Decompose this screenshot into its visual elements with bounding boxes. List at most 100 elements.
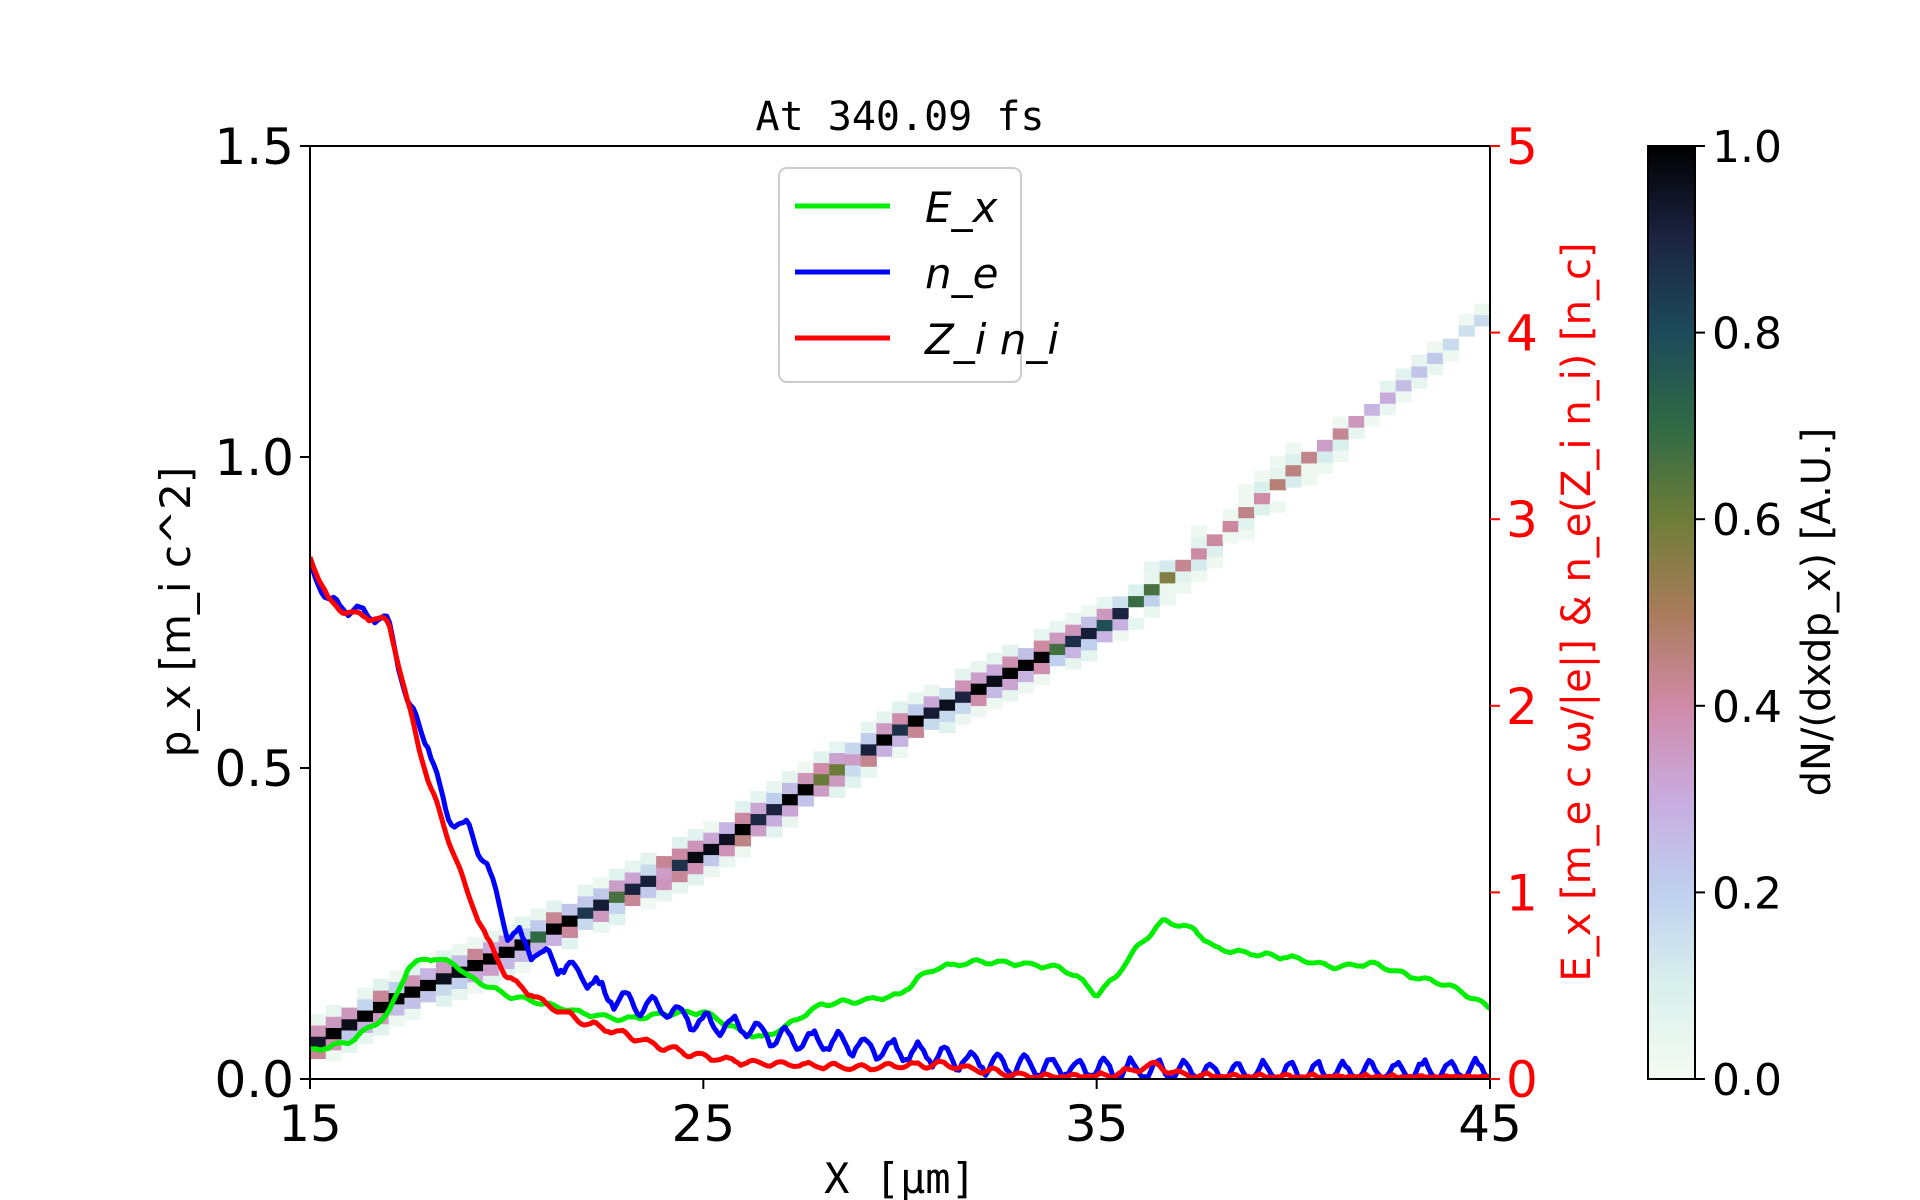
heatmap-cell	[719, 844, 736, 857]
heatmap-cell	[1065, 657, 1082, 670]
heatmap-cell	[782, 771, 799, 783]
heatmap-cell	[876, 733, 893, 746]
heatmap-cell	[514, 961, 531, 974]
heatmap-cell	[546, 911, 563, 924]
heatmap-cell	[797, 761, 814, 773]
heatmap-cell	[514, 938, 531, 951]
heatmap-cell	[656, 856, 673, 868]
heatmap-cell	[388, 981, 405, 994]
legend-label: Z_i n_i	[924, 315, 1059, 364]
heatmap-cell	[687, 873, 704, 886]
heatmap-cell	[656, 867, 673, 879]
heatmap-cell	[671, 836, 689, 849]
heatmap-cell	[1049, 643, 1066, 656]
heatmap-cell	[829, 774, 846, 787]
heatmap-cell	[970, 694, 988, 707]
heatmap-cell	[1269, 467, 1286, 480]
heatmap-cell	[1411, 365, 1428, 378]
heatmap-cell	[907, 703, 925, 716]
heatmap-cell	[907, 726, 925, 738]
heatmap-cell	[1348, 415, 1365, 428]
heatmap-cell	[1222, 531, 1239, 544]
heatmap-cell	[357, 998, 374, 1011]
heatmap-cell	[388, 1015, 405, 1027]
heatmap-cell	[970, 705, 988, 718]
heatmap-cell	[514, 950, 531, 962]
heatmap-cell	[1238, 506, 1255, 519]
heatmap-cell	[435, 972, 453, 985]
heatmap-cell	[860, 732, 877, 745]
heatmap-cell	[1458, 324, 1475, 337]
heatmap-cell	[451, 943, 468, 956]
heatmap-cell	[1143, 561, 1161, 573]
heatmap-cell	[1143, 583, 1161, 596]
heatmap-cell	[1222, 509, 1239, 521]
heatmap-cell	[892, 735, 909, 747]
heatmap-cell	[1206, 534, 1224, 547]
heatmap-cell	[703, 820, 720, 833]
heatmap-cell	[1474, 303, 1490, 316]
heatmap-cell	[734, 845, 752, 858]
plot-frame	[309, 145, 1491, 1080]
heatmap-cell	[766, 781, 783, 793]
heatmap-cell	[813, 762, 830, 775]
heatmap-cell	[687, 851, 704, 864]
heatmap-cell	[404, 1008, 421, 1021]
heatmap-cell	[955, 691, 972, 703]
heatmap-cell	[1080, 649, 1098, 662]
heatmap-cell	[1159, 582, 1176, 595]
heatmap-cell	[1332, 427, 1349, 440]
heatmap-cell	[1065, 624, 1082, 636]
heatmap-cell	[813, 751, 830, 764]
heatmap-cell	[892, 712, 909, 725]
heatmap-cell	[1159, 571, 1176, 584]
heatmap-cell	[876, 722, 893, 735]
heatmap-cell	[530, 919, 547, 932]
heatmap-cell	[593, 876, 610, 889]
heatmap-cell	[1395, 390, 1412, 403]
heatmap-cell	[1206, 545, 1224, 558]
phase-space-heatmap	[310, 303, 1490, 1062]
left-y-axis-label: p_x [m_i c^2]	[151, 467, 200, 758]
heatmap-cell	[325, 1049, 342, 1062]
heatmap-cell	[1222, 520, 1239, 533]
heatmap-cell	[671, 859, 689, 872]
heatmap-cell	[923, 695, 940, 708]
heatmap-cell	[435, 983, 453, 996]
heatmap-cell	[1427, 352, 1444, 365]
heatmap-cell	[1128, 595, 1145, 608]
heatmap-cell	[1065, 646, 1082, 659]
heatmap-cell	[451, 977, 468, 990]
left-y-tick-label: 1.0	[214, 429, 294, 487]
heatmap-cell	[1254, 492, 1271, 505]
heatmap-cell	[907, 692, 925, 705]
heatmap-cell	[1080, 638, 1098, 651]
heatmap-cell	[420, 968, 437, 980]
heatmap-cell	[593, 887, 610, 900]
heatmap-cell	[341, 1041, 358, 1053]
heatmap-cell	[719, 855, 736, 868]
heatmap-cell	[923, 684, 940, 697]
heatmap-cell	[782, 782, 799, 795]
heatmap-cell	[656, 878, 673, 891]
heatmap-cell	[608, 902, 626, 915]
heatmap-cell	[892, 723, 909, 736]
heatmap-cell	[703, 865, 720, 878]
x-tick-label: 15	[278, 1095, 342, 1153]
heatmap-cell	[734, 801, 752, 813]
heatmap-cell	[608, 868, 626, 881]
heatmap-cell	[1427, 341, 1444, 353]
heatmap-cell	[923, 718, 940, 730]
x-tick-label: 45	[1458, 1095, 1522, 1153]
heatmap-cell	[1018, 670, 1035, 683]
heatmap-cell	[1411, 377, 1428, 389]
heatmap-cell	[1191, 525, 1208, 538]
heatmap-cell	[577, 884, 594, 897]
heatmap-cell	[719, 822, 736, 834]
heatmap-cell	[766, 803, 783, 816]
heatmap-cell	[404, 986, 421, 998]
heatmap-cell	[797, 772, 814, 785]
heatmap-cell	[608, 913, 626, 926]
heatmap-cell	[829, 741, 846, 754]
heatmap-cell	[483, 964, 500, 976]
